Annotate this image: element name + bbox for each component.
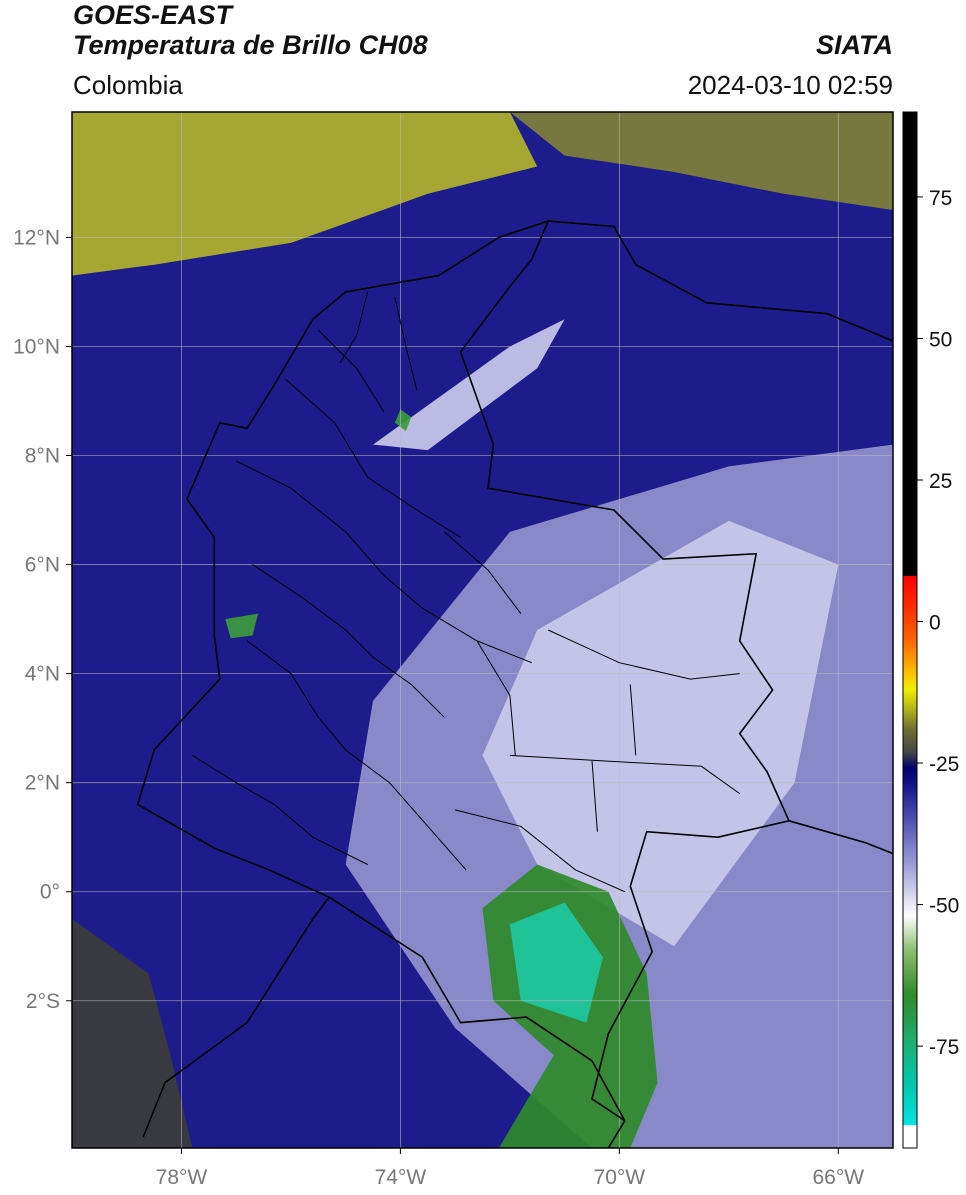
department-boundary <box>591 760 598 832</box>
colorbar-tick-label: 50 <box>929 328 952 351</box>
cloud-region-dry-caribbean-mid <box>509 112 893 211</box>
y-tick-label: 8°N <box>25 445 60 468</box>
region-label: Colombia <box>73 70 183 100</box>
border-venezuela-coast <box>548 220 893 342</box>
y-tick-label: 6°N <box>25 554 60 577</box>
colorbar-tick-label: 25 <box>929 470 952 493</box>
y-tick-label: 2°S <box>26 990 60 1013</box>
graticule <box>72 112 893 1148</box>
department-boundary <box>285 378 461 538</box>
satellite-title: GOES-EAST <box>73 0 233 30</box>
y-tick-label: 2°N <box>25 772 60 795</box>
agency-label: SIATA <box>816 30 893 60</box>
colorbar-tick-label: -25 <box>929 753 959 776</box>
border-ecuador-peru <box>142 896 330 1138</box>
colorbar: 75 50 25 0 -25 -50 -75 <box>902 111 959 1149</box>
y-tick-label: 0° <box>40 881 60 904</box>
colorbar-tick-label: 0 <box>929 612 941 635</box>
department-boundary <box>476 640 516 756</box>
border-colombia-outline <box>136 219 791 1122</box>
department-boundary <box>454 809 626 893</box>
map-frame <box>71 111 894 1149</box>
department-boundary <box>443 531 522 614</box>
colorbar-ticks: 75 50 25 0 -25 -50 -75 <box>917 187 959 1059</box>
department-boundaries <box>192 291 740 893</box>
x-tick-label: 66°W <box>812 1166 864 1189</box>
colorbar-scale <box>902 111 918 1149</box>
department-boundary <box>317 329 385 413</box>
department-boundary <box>246 640 467 871</box>
cloud-region-cloud-band-caribbean <box>373 319 565 451</box>
x-tick-label: 74°W <box>375 1166 427 1189</box>
border-brazil-venezuela <box>788 820 893 855</box>
department-boundary <box>394 297 418 391</box>
cloud-region-storm-cell-north <box>394 409 412 431</box>
department-boundary <box>192 754 368 865</box>
product-title: Temperatura de Brillo CH08 <box>73 30 428 60</box>
cloud-region-dry-caribbean-north <box>72 112 538 276</box>
y-tick-label: 10°N <box>13 335 60 358</box>
cloud-region-storm-cell-choco <box>225 613 259 639</box>
y-tick-label: 12°N <box>13 226 60 249</box>
cloud-region-convective-core <box>509 902 603 1023</box>
longitude-axis: 78°W 74°W 70°W 66°W <box>156 1148 864 1189</box>
department-boundary <box>252 564 445 718</box>
country-borders <box>136 219 893 1148</box>
colorbar-tick-label: -50 <box>929 895 959 918</box>
department-boundary <box>547 629 740 680</box>
x-tick-label: 70°W <box>594 1166 646 1189</box>
cloud-region-cloud-pale-east <box>482 520 839 947</box>
department-boundary <box>339 291 369 364</box>
department-boundary <box>509 754 740 795</box>
x-tick-label: 78°W <box>156 1166 208 1189</box>
timestamp-label: 2024-03-10 02:59 <box>687 70 893 100</box>
border-peru-brazil <box>607 1120 626 1148</box>
colorbar-tick-label: 75 <box>929 187 952 210</box>
y-tick-label: 4°N <box>25 663 60 686</box>
department-boundary <box>629 684 637 756</box>
map-plot-area <box>72 112 893 1148</box>
latitude-axis: 12°N 10°N 8°N 6°N 4°N 2°N 0° 2°S <box>13 226 72 1013</box>
colorbar-tick-label: -75 <box>929 1036 959 1059</box>
